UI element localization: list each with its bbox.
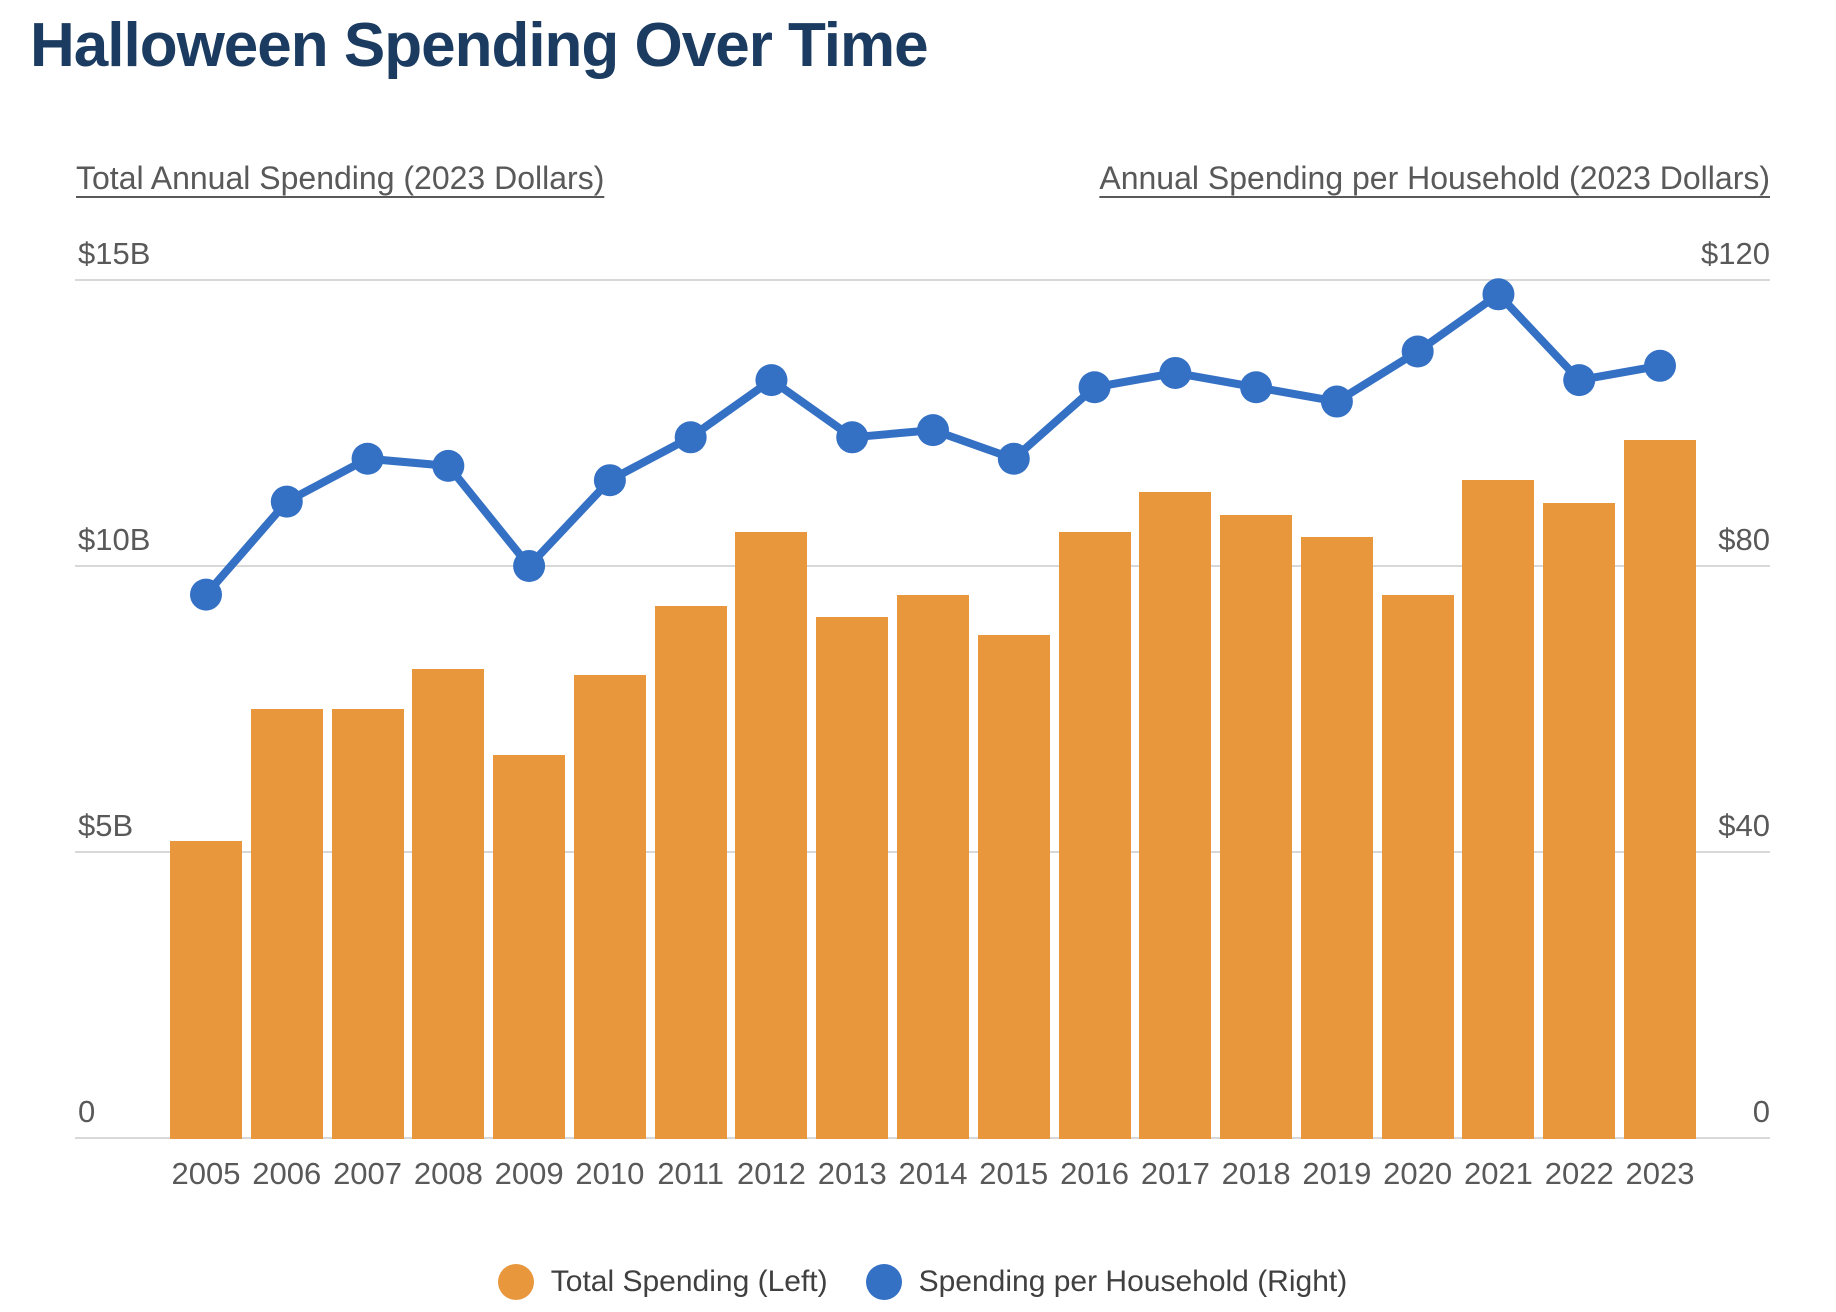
point-2020[interactable]: [1401, 335, 1434, 368]
bar-2014[interactable]: [897, 594, 969, 1139]
bar-2011[interactable]: [654, 606, 727, 1139]
bar-2005[interactable]: [170, 840, 242, 1139]
bar-2016[interactable]: [1058, 531, 1131, 1139]
point-2019[interactable]: [1320, 385, 1353, 418]
point-2012[interactable]: [755, 364, 788, 397]
bar-2009[interactable]: [493, 754, 566, 1139]
right-axis-tick-$80: $80: [1718, 522, 1770, 557]
legend-item-total-spending[interactable]: Total Spending (Left): [497, 1264, 828, 1300]
bar-2019[interactable]: [1300, 537, 1373, 1139]
point-2022[interactable]: [1563, 364, 1596, 397]
x-label-2008: 2008: [413, 1156, 483, 1191]
x-label-2010: 2010: [575, 1156, 645, 1191]
point-2021[interactable]: [1482, 278, 1515, 311]
bar-2023[interactable]: [1624, 440, 1696, 1139]
x-label-2009: 2009: [494, 1156, 564, 1191]
bar-2007[interactable]: [331, 709, 404, 1139]
x-label-2013: 2013: [817, 1156, 887, 1191]
bar-2008[interactable]: [412, 668, 485, 1139]
legend-item-spending-per-household[interactable]: Spending per Household (Right): [865, 1264, 1348, 1300]
point-2007[interactable]: [351, 442, 384, 475]
point-2023[interactable]: [1644, 349, 1676, 382]
left-axis-tick-$10B: $10B: [78, 522, 151, 557]
x-label-2016: 2016: [1060, 1156, 1130, 1191]
x-label-2017: 2017: [1140, 1156, 1210, 1191]
x-label-2011: 2011: [657, 1156, 724, 1191]
point-2011[interactable]: [674, 421, 707, 454]
x-label-2020: 2020: [1383, 1156, 1453, 1191]
point-2016[interactable]: [1078, 371, 1111, 404]
household-spending-marker-icon: [865, 1264, 902, 1300]
bar-2006[interactable]: [250, 709, 323, 1139]
bar-2017[interactable]: [1139, 491, 1212, 1139]
point-2005[interactable]: [190, 578, 222, 611]
left-axis-tick-$15B: $15B: [78, 236, 151, 271]
page-title: Halloween Spending Over Time: [30, 11, 929, 80]
gridline-$15B: [75, 279, 1770, 281]
x-label-2018: 2018: [1221, 1156, 1291, 1191]
x-label-2012: 2012: [736, 1156, 806, 1191]
chart-legend: Total Spending (Left) Spending per House…: [75, 1256, 1770, 1308]
x-label-2015: 2015: [979, 1156, 1049, 1191]
legend-label: Total Spending (Left): [550, 1265, 828, 1298]
point-2006[interactable]: [270, 485, 303, 518]
x-label-2007: 2007: [333, 1156, 403, 1191]
total-spending-marker-icon: [497, 1264, 534, 1300]
point-2008[interactable]: [432, 449, 465, 482]
bar-2010[interactable]: [573, 674, 646, 1139]
x-label-2019: 2019: [1302, 1156, 1372, 1191]
x-label-2014: 2014: [898, 1156, 968, 1191]
x-label-2006: 2006: [252, 1156, 322, 1191]
bar-2013[interactable]: [816, 617, 889, 1139]
point-2014[interactable]: [917, 414, 949, 447]
point-2015[interactable]: [997, 442, 1030, 475]
legend-label: Spending per Household (Right): [918, 1265, 1348, 1298]
right-axis-header: Annual Spending per Household (2023 Doll…: [1099, 160, 1770, 196]
right-axis-tick-$120: $120: [1701, 236, 1770, 271]
left-axis-header: Total Annual Spending (2023 Dollars): [76, 160, 605, 196]
x-label-2021: 2021: [1463, 1156, 1533, 1191]
bar-2015[interactable]: [977, 634, 1050, 1139]
point-2017[interactable]: [1159, 356, 1192, 389]
bar-2018[interactable]: [1220, 514, 1293, 1139]
right-axis-tick-0: 0: [1752, 1094, 1770, 1129]
x-label-2005: 2005: [171, 1156, 241, 1191]
point-2010[interactable]: [593, 464, 626, 497]
x-label-2022: 2022: [1544, 1156, 1614, 1191]
left-axis-tick-$5B: $5B: [78, 808, 134, 843]
point-2013[interactable]: [836, 421, 869, 454]
x-label-2023: 2023: [1625, 1156, 1695, 1191]
bar-2022[interactable]: [1543, 503, 1616, 1139]
bar-2020[interactable]: [1381, 594, 1454, 1139]
bar-2021[interactable]: [1462, 480, 1535, 1139]
point-2018[interactable]: [1240, 371, 1273, 404]
bar-2012[interactable]: [735, 531, 808, 1139]
right-axis-tick-$40: $40: [1718, 808, 1770, 843]
left-axis-tick-0: 0: [78, 1094, 96, 1129]
